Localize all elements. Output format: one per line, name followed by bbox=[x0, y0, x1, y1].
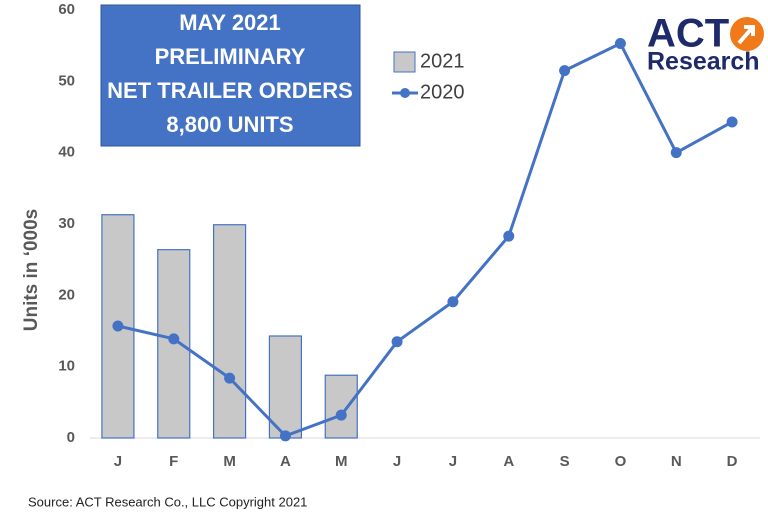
point bbox=[503, 230, 515, 242]
point bbox=[112, 320, 124, 332]
y-axis-label: Units in ‘000s bbox=[21, 209, 42, 332]
logo-arrow bbox=[737, 25, 755, 45]
y-tick-label: 60 bbox=[58, 1, 75, 18]
annotation: MAY 2021 PRELIMINARY NET TRAILER ORDERS 8,8… bbox=[107, 10, 353, 137]
y-tick-label: 40 bbox=[58, 144, 75, 161]
y-tick-label: 0 bbox=[67, 429, 75, 446]
x-tick-label: S bbox=[560, 453, 570, 470]
point bbox=[224, 372, 236, 384]
logo-text: ACT bbox=[647, 12, 729, 56]
y-tick-label: 20 bbox=[58, 286, 75, 303]
source: Source: ACT Research Co., LLC Copyright … bbox=[28, 494, 307, 509]
legend-label: 2021 bbox=[420, 50, 465, 72]
y-tick-label: 10 bbox=[58, 358, 75, 375]
annotation-line: MAY 2021 bbox=[179, 10, 281, 35]
x-tick-label: N bbox=[671, 453, 682, 470]
y-tick-label: 30 bbox=[58, 215, 75, 232]
x-tick-label: A bbox=[503, 453, 514, 470]
annotation-box bbox=[100, 4, 361, 147]
x-tick-label: M bbox=[223, 453, 236, 470]
legend-swatch bbox=[393, 51, 416, 73]
x-tick-label: J bbox=[393, 453, 401, 470]
point bbox=[279, 430, 291, 442]
point bbox=[726, 116, 738, 128]
x-tick-label: F bbox=[169, 453, 178, 470]
x-tick-label: D bbox=[727, 453, 738, 470]
line bbox=[117, 41, 733, 438]
annotation-line: 8,800 UNITS bbox=[166, 112, 293, 137]
point bbox=[614, 38, 626, 50]
bar bbox=[268, 335, 303, 439]
point bbox=[559, 65, 571, 77]
point bbox=[168, 333, 180, 345]
bar bbox=[324, 374, 358, 439]
logo-text: Research bbox=[647, 48, 760, 76]
legend-label: 2020 bbox=[420, 81, 465, 103]
bar bbox=[212, 224, 247, 439]
point bbox=[335, 409, 347, 421]
annotation-line: NET TRAILER ORDERS bbox=[107, 78, 353, 103]
point bbox=[670, 147, 682, 159]
x-tick-label: J bbox=[449, 453, 457, 470]
x-tick-label: O bbox=[615, 453, 627, 470]
y-tick-label: 50 bbox=[58, 72, 75, 89]
x-tick-label: A bbox=[280, 453, 291, 470]
legend-swatch bbox=[400, 88, 410, 98]
x-tick-label: M bbox=[335, 453, 348, 470]
annotation-line: PRELIMINARY bbox=[155, 44, 306, 69]
x-tick-label: J bbox=[114, 453, 122, 470]
point bbox=[447, 296, 459, 308]
point bbox=[391, 336, 403, 348]
